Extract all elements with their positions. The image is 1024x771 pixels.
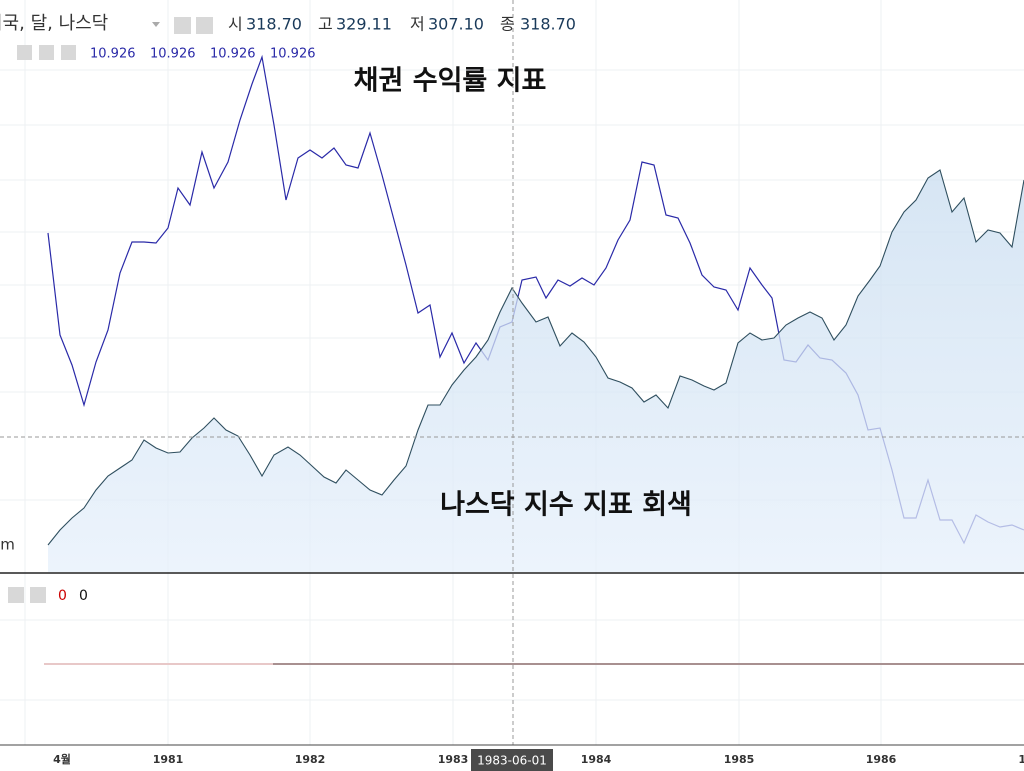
x-tick-label: 1982 (295, 753, 326, 766)
lower-value: 0 (79, 588, 88, 604)
watermark: .com (0, 536, 15, 554)
indicator-value: 10.926 (210, 47, 256, 62)
indicator-value: 10.926 (270, 47, 316, 62)
x-tick-label: 1986 (866, 753, 897, 766)
x-tick-label: 4월 (53, 752, 71, 766)
bond-annotation: 채권 수익률 지표 (354, 66, 547, 97)
low-value: 307.10 (428, 15, 484, 34)
x-tick-label: 1985 (724, 753, 755, 766)
settings-icon[interactable] (8, 587, 24, 603)
x-tick-label: 1984 (581, 753, 612, 766)
x-tick-label: 19 (1018, 753, 1024, 766)
settings-icon[interactable] (196, 17, 213, 34)
open-value: 318.70 (246, 15, 302, 34)
eye-icon[interactable] (17, 45, 32, 60)
crosshair-date: 1983-06-01 (477, 754, 547, 768)
close-icon[interactable] (30, 587, 46, 603)
crosshair-date-box (471, 749, 553, 771)
low-label: 저 (410, 15, 425, 34)
x-tick-label: 1983 (438, 753, 469, 766)
close-value: 318.70 (520, 15, 576, 34)
lower-value: 0 (58, 588, 67, 604)
close-label: 종 (500, 15, 515, 34)
nasdaq-annotation: 나스닥 지수 지표 회색 (440, 490, 692, 521)
settings-icon[interactable] (39, 45, 54, 60)
high-label: 고 (318, 15, 333, 34)
symbol: 미국, 달, 나스닥 (0, 13, 108, 34)
dropdown-arrow[interactable] (152, 22, 160, 27)
nasdaq-area (48, 170, 1024, 572)
close-icon[interactable] (61, 45, 76, 60)
indicator-value: 10.926 (150, 47, 196, 62)
indicator-value: 10.926 (90, 47, 136, 62)
eye-icon[interactable] (174, 17, 191, 34)
high-value: 329.11 (336, 15, 392, 34)
open-label: 시 (228, 15, 243, 34)
nasdaq-line (47, 169, 1024, 546)
x-tick-label: 1981 (153, 753, 184, 766)
